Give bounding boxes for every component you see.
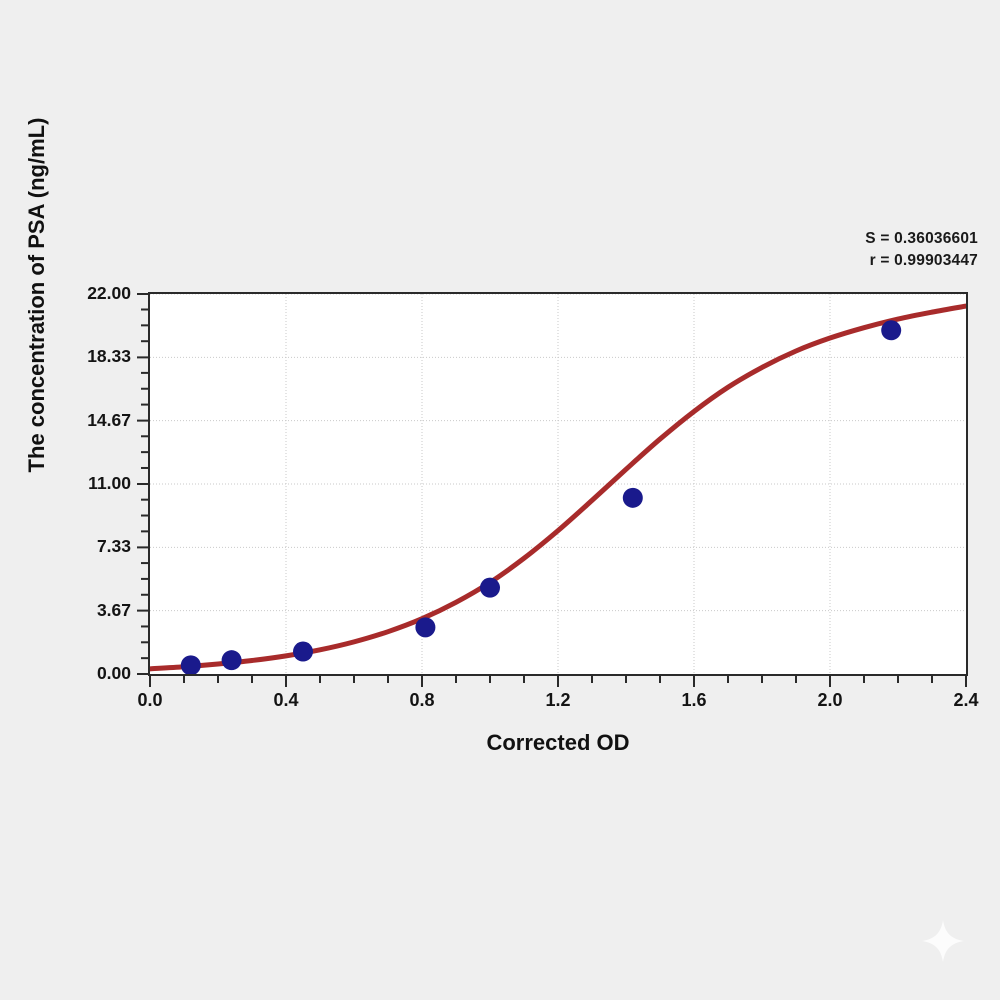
y-tick-label: 7.33 [96, 536, 131, 557]
y-tick-label: 14.67 [87, 409, 131, 430]
x-axis-title: Corrected OD [486, 730, 630, 755]
y-tick-label: 22.00 [87, 283, 131, 303]
x-tick-label: 2.4 [953, 690, 979, 710]
y-tick-label: 18.33 [87, 346, 131, 367]
data-point-marker [221, 650, 242, 671]
fit-statistics: S = 0.36036601 r = 0.99903447 [865, 228, 978, 273]
y-tick-label: 3.67 [96, 599, 131, 620]
data-point-marker [480, 577, 500, 598]
x-tick-label: 0.8 [409, 690, 435, 710]
sparkle-star-icon [921, 919, 965, 963]
data-point-marker [622, 487, 643, 508]
plot-canvas [150, 294, 966, 674]
x-tick-label: 1.6 [681, 690, 707, 710]
data-point-marker [881, 320, 902, 341]
data-point-marker [293, 641, 313, 662]
data-point-marker [415, 617, 436, 638]
x-tick-label: 2.0 [817, 690, 843, 710]
y-tick-label: 11.00 [88, 473, 131, 493]
y-tick-label: 0.00 [96, 663, 131, 683]
gridlines [150, 294, 966, 674]
s-value-text: S = 0.36036601 [865, 230, 978, 247]
data-points [180, 320, 902, 674]
data-point-marker [180, 655, 201, 674]
plot-area [148, 292, 968, 676]
x-tick-label: 1.2 [545, 690, 571, 710]
r-value-text: r = 0.99903447 [869, 252, 978, 270]
x-tick-label: 0.0 [137, 690, 163, 710]
fit-curve [150, 303, 966, 672]
x-tick-label: 0.4 [273, 690, 299, 710]
